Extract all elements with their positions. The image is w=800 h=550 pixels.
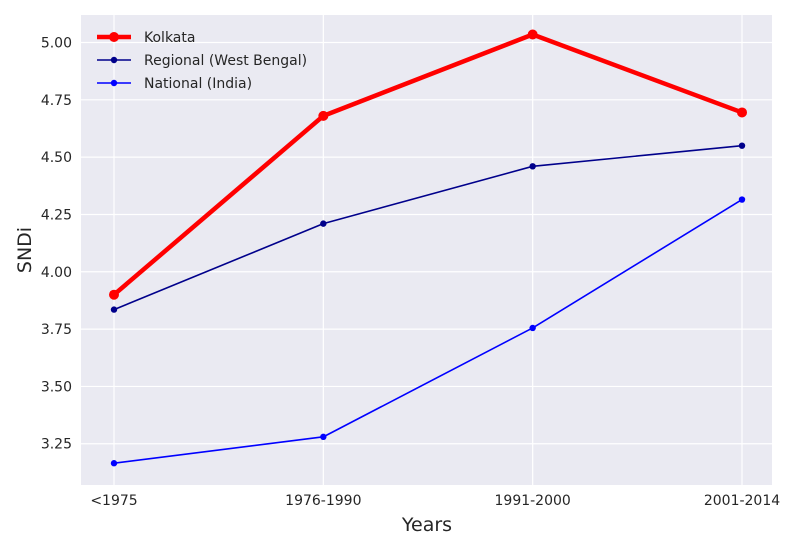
data-point xyxy=(110,306,118,313)
y-tick-label: 4.50 xyxy=(41,150,72,166)
series-line xyxy=(113,198,743,465)
x-tick-label: <1975 xyxy=(90,493,137,509)
x-tick-label: 1976-1990 xyxy=(285,493,361,509)
data-point xyxy=(529,163,536,170)
series-layer xyxy=(109,29,747,467)
legend-swatch-marker xyxy=(110,56,118,64)
y-tick-label: 3.50 xyxy=(41,379,72,395)
data-point xyxy=(738,142,746,149)
y-tick-label: 3.25 xyxy=(41,437,72,453)
y-axis-title: SNDi xyxy=(14,227,36,273)
y-tick-label: 4.75 xyxy=(41,93,72,109)
data-point xyxy=(320,220,327,227)
legend-swatch-marker xyxy=(110,79,118,87)
data-point xyxy=(738,196,746,203)
x-tick-label: 2001-2014 xyxy=(704,493,780,509)
x-axis-ticks: <1975 1976-1990 1991-2000 2001-2014 xyxy=(90,493,780,509)
y-axis-ticks: 3.25 3.50 3.75 4.00 4.25 4.50 4.75 5.00 xyxy=(41,36,72,453)
data-point xyxy=(318,110,329,121)
data-point xyxy=(529,324,536,332)
y-tick-label: 4.00 xyxy=(41,265,72,281)
x-tick-label: 1991-2000 xyxy=(495,493,571,509)
plot-area xyxy=(81,15,772,485)
data-point xyxy=(320,433,327,441)
legend-label: National (India) xyxy=(144,76,252,92)
data-point xyxy=(527,29,538,40)
y-tick-label: 5.00 xyxy=(41,36,72,52)
legend-label: Kolkata xyxy=(144,30,195,46)
x-axis-title: Years xyxy=(401,514,452,536)
y-tick-label: 4.25 xyxy=(41,207,72,223)
legend: Kolkata Regional (West Bengal) National (I… xyxy=(97,30,307,92)
series-line xyxy=(113,144,743,311)
data-point xyxy=(109,289,119,300)
legend-label: Regional (West Bengal) xyxy=(144,53,307,69)
legend-swatch-marker xyxy=(109,32,119,42)
data-point xyxy=(110,460,118,467)
data-point xyxy=(737,107,747,118)
grid-lines xyxy=(81,15,772,485)
y-tick-label: 3.75 xyxy=(41,322,72,338)
series-line xyxy=(112,32,743,297)
